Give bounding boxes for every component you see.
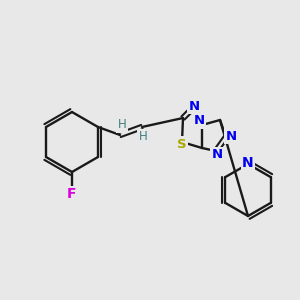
Text: H: H bbox=[139, 130, 147, 143]
Text: N: N bbox=[194, 115, 205, 128]
Text: N: N bbox=[212, 148, 223, 161]
Text: N: N bbox=[188, 100, 200, 112]
Text: S: S bbox=[177, 137, 187, 151]
Text: N: N bbox=[242, 156, 254, 170]
Text: H: H bbox=[118, 118, 126, 131]
Text: F: F bbox=[67, 187, 77, 201]
Text: N: N bbox=[225, 130, 237, 142]
